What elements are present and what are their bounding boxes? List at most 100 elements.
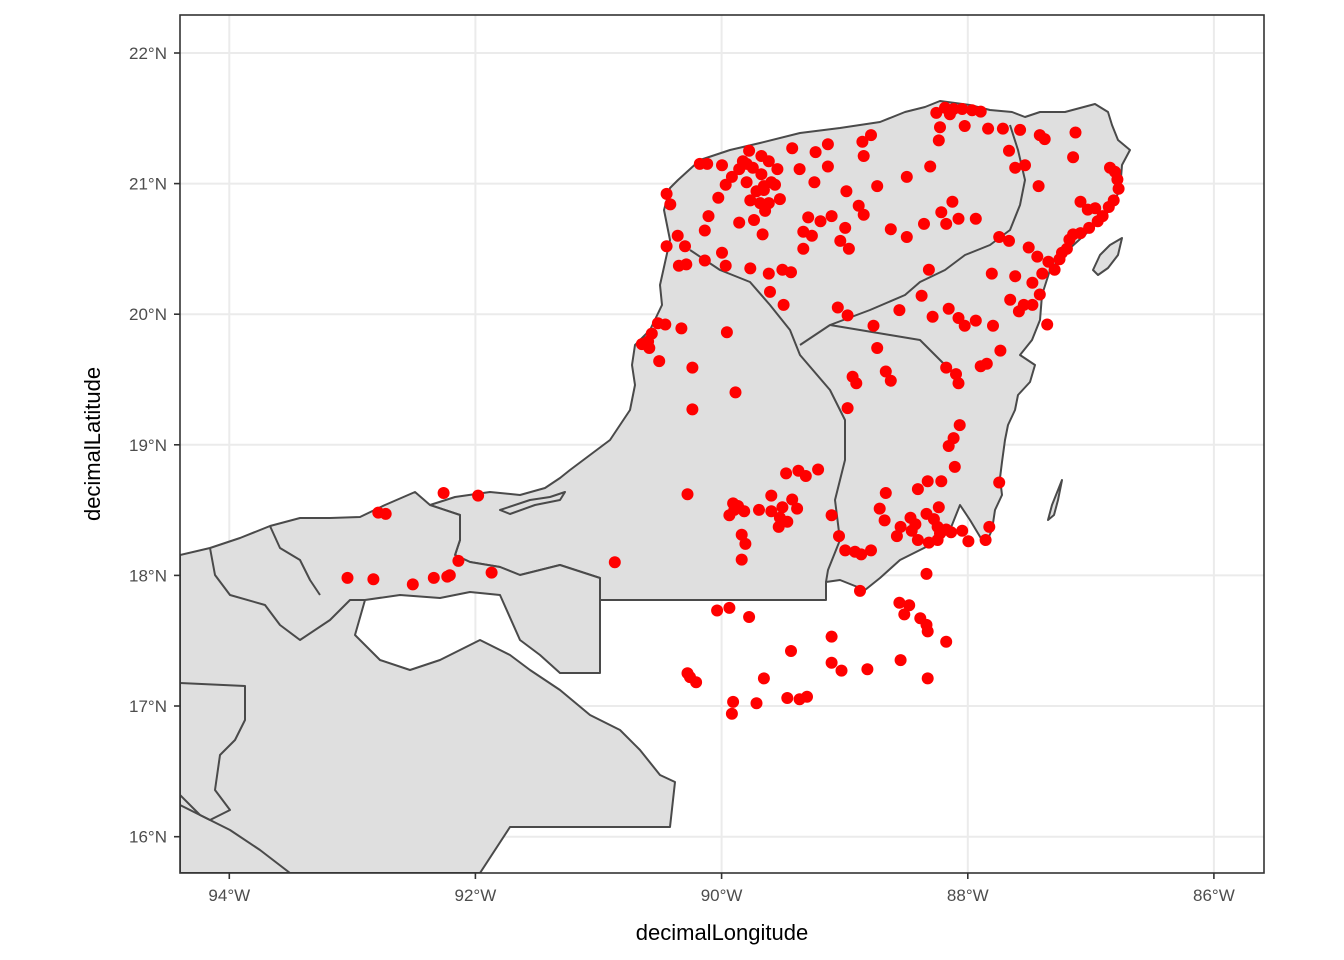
occurrence-point [719,259,732,272]
occurrence-point [791,502,804,515]
occurrence-point [841,402,854,415]
occurrence-point [729,386,742,399]
occurrence-point [780,467,793,480]
occurrence-point [956,524,969,537]
occurrence-point [762,267,775,280]
occurrence-point [958,319,971,332]
occurrence-point [1032,180,1045,193]
occurrence-point [1019,159,1031,172]
occurrence-point [969,314,982,327]
occurrence-point [921,475,934,488]
occurrence-point [849,545,861,558]
occurrence-point [379,507,392,520]
boundary-yucatan-quintana-roo [799,124,1026,346]
occurrence-point [755,168,768,181]
occurrence-point [664,198,677,211]
occurrence-point [743,144,756,157]
y-tick-label-19n: 19°N [129,436,167,455]
occurrence-point [893,596,906,609]
occurrence-point [756,228,769,241]
occurrence-point [797,225,810,238]
occurrence-point [797,242,810,255]
occurrence-point [802,211,815,224]
occurrence-point [884,374,897,387]
occurrence-point [983,520,996,533]
occurrence-point [921,672,934,685]
occurrence-point [1003,144,1015,157]
occurrence-point [773,193,786,206]
occurrence-point [740,176,753,189]
occurrence-point [833,530,845,543]
occurrence-point [690,676,703,689]
occurrence-point [814,215,827,228]
occurrence-point [776,501,789,514]
y-tick-label-22n: 22°N [129,44,167,63]
occurrence-point [1107,194,1120,207]
occurrence-point [878,514,891,527]
y-tick-label-17n: 17°N [129,697,167,716]
occurrence-point [771,163,784,176]
occurrence-point [712,191,725,204]
occurrence-point [879,487,892,499]
occurrence-point [930,106,943,119]
occurrence-point [716,246,728,259]
occurrence-point [1022,241,1035,254]
occurrence-point [979,534,992,546]
occurrence-point [825,210,838,223]
occurrence-point [952,212,965,225]
occurrence-point [738,505,751,518]
occurrence-point [733,216,746,229]
occurrence-point [915,289,928,302]
occurrence-point [982,122,995,135]
occurrence-point [735,553,748,566]
occurrence-point [675,322,688,335]
occurrence-point [841,309,854,322]
points-layer [341,101,1125,720]
occurrence-point [922,263,935,276]
occurrence-point [759,204,772,217]
occurrence-point [821,138,834,151]
occurrence-point [1083,221,1096,234]
occurrence-point [942,440,955,452]
land-layer [180,100,1131,873]
occurrence-point [427,571,440,584]
x-axis: 94°W 92°W 90°W 88°W 86°W decimalLongitud… [208,873,1235,945]
occurrence-point [940,635,953,648]
occurrence-point [762,155,775,168]
boundary-tabasco-chiapas [209,547,365,641]
occurrence-point [856,135,869,148]
occurrence-point [681,488,694,501]
occurrence-point [757,180,770,193]
occurrence-point [659,318,672,331]
occurrence-point [825,509,838,522]
occurrence-point [720,326,733,339]
occurrence-point [987,319,999,332]
occurrence-point [785,645,797,657]
occurrence-point [825,656,838,669]
occurrence-point [922,536,935,549]
x-tick-label-86w: 86°W [1193,886,1235,905]
occurrence-point [757,672,770,685]
occurrence-point [753,503,765,516]
occurrence-point [1096,210,1109,223]
occurrence-point [857,150,870,162]
occurrence-point [905,524,918,537]
occurrence-point [698,254,711,267]
y-tick-label-18n: 18°N [129,566,167,585]
occurrence-point [406,578,419,591]
occurrence-point [437,487,450,499]
occurrence-point [799,470,812,482]
occurrence-point [660,187,673,200]
occurrence-point [962,535,975,548]
land-isla-del-carmen [499,491,566,515]
occurrence-point [744,262,757,275]
occurrence-point [671,229,684,242]
occurrence-point [764,285,776,298]
occurrence-point [893,304,906,317]
occurrence-point [854,584,866,597]
occurrence-point [871,180,884,193]
occurrence-point [956,103,969,115]
occurrence-point [1033,288,1046,301]
occurrence-point [898,608,911,621]
occurrence-point [834,234,847,247]
